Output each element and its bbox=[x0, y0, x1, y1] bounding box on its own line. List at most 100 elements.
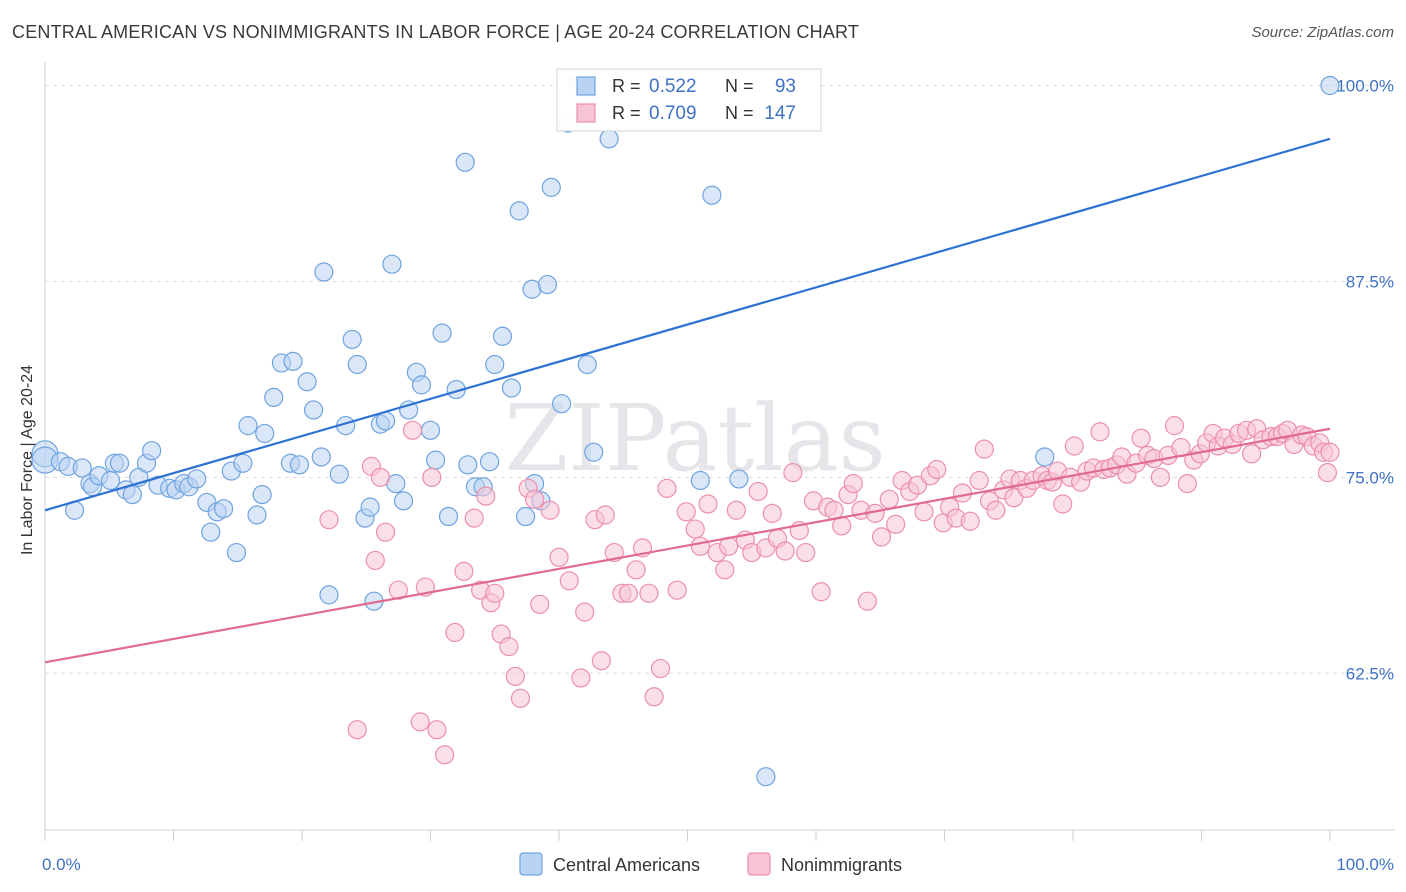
legend-n-value: 147 bbox=[764, 103, 796, 124]
legend-r-value: 0.522 bbox=[649, 76, 697, 97]
data-point bbox=[458, 455, 478, 475]
y-tick-label: 62.5% bbox=[1346, 664, 1394, 683]
data-point bbox=[393, 491, 414, 511]
data-point bbox=[233, 453, 253, 473]
data-point bbox=[435, 745, 455, 765]
data-point bbox=[843, 474, 863, 494]
data-point bbox=[1177, 474, 1197, 494]
legend-r-label: R = bbox=[612, 76, 641, 96]
data-point bbox=[319, 510, 339, 530]
data-point bbox=[311, 447, 331, 467]
chart-title: CENTRAL AMERICAN VS NONIMMIGRANTS IN LAB… bbox=[12, 22, 860, 42]
data-point bbox=[914, 502, 934, 522]
data-point bbox=[667, 580, 687, 600]
data-point bbox=[445, 622, 465, 643]
data-point bbox=[485, 354, 505, 375]
data-point bbox=[100, 470, 121, 491]
data-point bbox=[871, 527, 892, 547]
bottom-legend: Central Americans Nonimmigrants bbox=[519, 852, 902, 876]
data-point bbox=[347, 354, 367, 375]
data-point bbox=[969, 470, 989, 491]
data-point bbox=[365, 550, 385, 571]
data-point bbox=[422, 467, 442, 487]
data-point bbox=[974, 439, 994, 459]
data-point bbox=[1150, 467, 1170, 487]
bottom-legend-swatch bbox=[747, 852, 771, 876]
data-point bbox=[247, 505, 267, 525]
data-point bbox=[1317, 463, 1338, 483]
data-point bbox=[715, 560, 735, 580]
data-point bbox=[571, 668, 591, 688]
data-point bbox=[626, 560, 646, 580]
data-point bbox=[455, 152, 475, 172]
data-point bbox=[775, 541, 795, 561]
data-point bbox=[907, 475, 928, 495]
data-point bbox=[1090, 422, 1110, 442]
data-point bbox=[283, 351, 303, 371]
data-point bbox=[1320, 442, 1340, 462]
legend-frame bbox=[556, 68, 822, 132]
data-point bbox=[427, 720, 447, 740]
data-point bbox=[1053, 494, 1073, 514]
data-point bbox=[796, 542, 816, 563]
data-point bbox=[927, 459, 947, 480]
data-point bbox=[485, 583, 505, 603]
data-point bbox=[1242, 444, 1262, 464]
data-point bbox=[252, 484, 272, 505]
data-point bbox=[410, 712, 430, 732]
legend-n-label: N = bbox=[725, 103, 754, 123]
data-point bbox=[319, 585, 339, 605]
series-central-americans bbox=[31, 75, 1340, 787]
x-tick-label-right: 100.0% bbox=[1336, 855, 1394, 874]
legend-n-value: 93 bbox=[775, 76, 796, 97]
data-point bbox=[644, 687, 664, 707]
data-point bbox=[342, 329, 362, 350]
data-point bbox=[1131, 428, 1151, 448]
data-point bbox=[857, 591, 878, 611]
data-point bbox=[530, 594, 550, 614]
legend-n-label: N = bbox=[725, 76, 754, 96]
data-point bbox=[1004, 488, 1024, 508]
data-point bbox=[411, 375, 432, 395]
legend-box: R = 0.522 N = 93 R = 0.709 N = 147 bbox=[556, 68, 822, 132]
data-point bbox=[698, 494, 718, 514]
data-point bbox=[540, 500, 560, 520]
data-point bbox=[314, 262, 334, 282]
data-point bbox=[783, 463, 803, 483]
data-point bbox=[702, 185, 722, 205]
y-tick-label: 87.5% bbox=[1346, 272, 1394, 291]
data-point bbox=[726, 500, 746, 520]
data-point bbox=[676, 502, 696, 522]
data-point bbox=[575, 602, 595, 622]
data-point bbox=[201, 522, 221, 542]
data-point bbox=[551, 394, 572, 414]
data-point bbox=[297, 372, 317, 392]
x-tick-label-left: 0.0% bbox=[42, 855, 81, 874]
data-point bbox=[591, 651, 612, 671]
data-point bbox=[1320, 75, 1340, 96]
data-point bbox=[650, 658, 671, 679]
data-point bbox=[109, 453, 130, 473]
data-point bbox=[476, 486, 496, 506]
data-point bbox=[537, 274, 558, 295]
legend-r-label: R = bbox=[612, 103, 641, 123]
data-point bbox=[1164, 416, 1185, 436]
data-point bbox=[402, 420, 423, 440]
legend-swatch bbox=[576, 76, 596, 96]
data-point bbox=[480, 452, 500, 472]
data-point bbox=[375, 522, 396, 542]
legend-r-value: 0.709 bbox=[649, 103, 697, 124]
data-point bbox=[541, 177, 561, 197]
data-point bbox=[420, 420, 441, 440]
data-point bbox=[549, 547, 569, 567]
data-point bbox=[639, 583, 659, 603]
data-point bbox=[264, 387, 284, 408]
data-point bbox=[499, 637, 519, 657]
data-point bbox=[618, 583, 638, 603]
data-point bbox=[685, 519, 705, 539]
data-point bbox=[187, 469, 207, 489]
data-point bbox=[1064, 436, 1084, 456]
trend-line-0 bbox=[44, 137, 1331, 512]
data-point bbox=[577, 354, 597, 375]
